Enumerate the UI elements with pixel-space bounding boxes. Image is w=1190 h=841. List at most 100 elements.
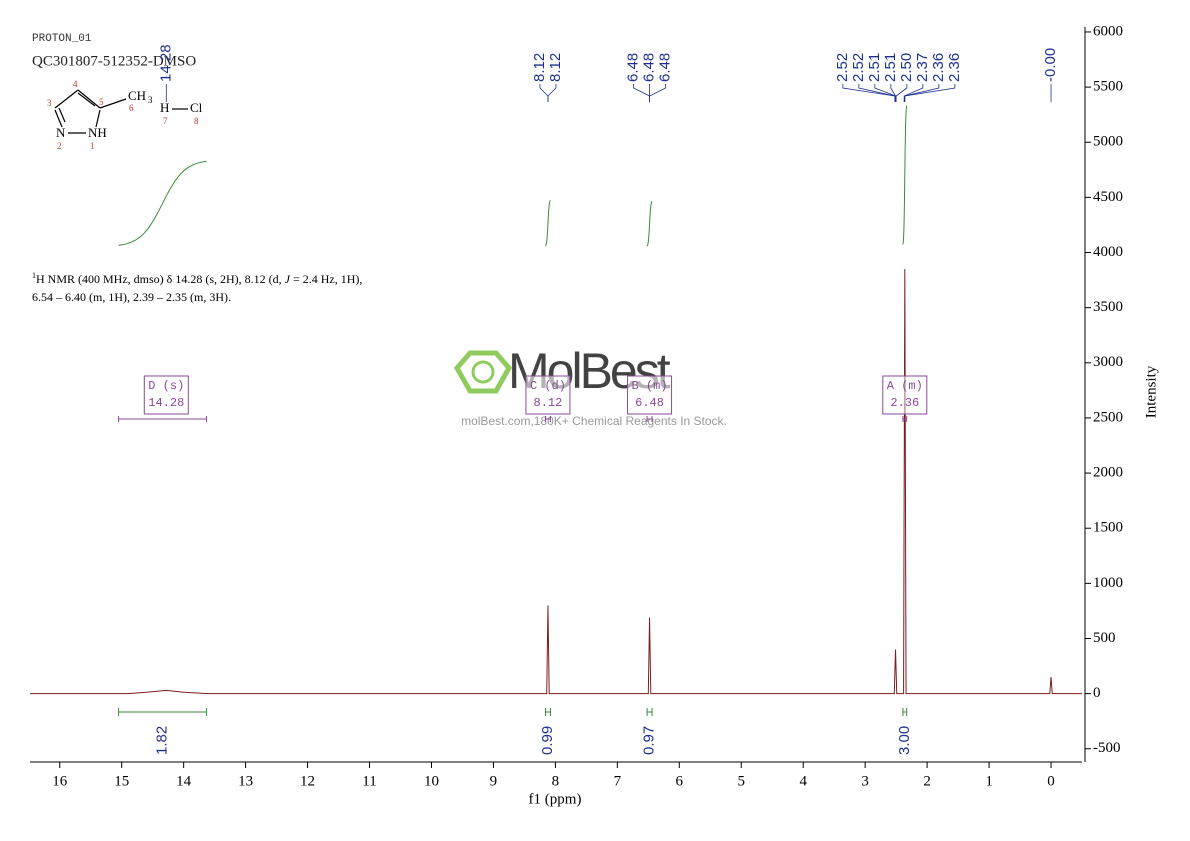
atom-number: 7 (163, 116, 168, 126)
x-tick-label: 5 (737, 773, 745, 789)
description-text: H NMR (400 MHz, dmso) δ 14.28 (s, 2H), 8… (36, 272, 285, 286)
x-tick-label: 6 (676, 773, 684, 789)
peak-label: 2.51 (882, 53, 899, 82)
x-tick-label: 13 (238, 773, 253, 789)
multiplet-shift: 14.28 (148, 396, 184, 410)
y-tick-label: 4000 (1093, 244, 1123, 260)
multiplet-box (882, 375, 928, 415)
atom: H (160, 100, 169, 115)
peak-label: 2.52 (850, 53, 867, 82)
bond (77, 89, 101, 109)
multiplet-box (627, 375, 673, 415)
superscript: 1 (32, 271, 36, 280)
multiplet-range (902, 416, 908, 422)
y-tick-label: 5500 (1093, 79, 1123, 95)
multiplet-shift: 6.48 (635, 396, 664, 410)
peak-connector (890, 84, 896, 102)
logo (471, 360, 495, 384)
integral-curve (545, 200, 551, 247)
y-tick-label: 2500 (1093, 409, 1123, 425)
y-tick-label: -500 (1093, 740, 1121, 756)
x-tick-label: 12 (300, 773, 315, 789)
atom-number: 2 (57, 141, 62, 151)
y-axis-label: Intensity (1143, 365, 1159, 418)
x-tick-label: 1 (985, 773, 993, 789)
peak-connector (547, 84, 557, 102)
atom-number: 4 (73, 79, 78, 89)
peak-label: 2.50 (898, 53, 915, 82)
x-tick-label: 10 (424, 773, 439, 789)
peak-label: 2.36 (930, 53, 947, 82)
nmr-description: 6.54 – 6.40 (m, 1H), 2.39 – 2.35 (m, 3H)… (32, 290, 231, 304)
x-tick-label: 3 (861, 773, 869, 789)
bond (54, 109, 63, 128)
y-tick-label: 3000 (1093, 354, 1123, 370)
y-tick-label: 0 (1093, 685, 1101, 701)
atom: CH (128, 88, 146, 103)
multiplet-box (143, 375, 189, 415)
atom: N (56, 125, 66, 140)
multiplet-name: D (s) (148, 379, 184, 393)
watermark-tagline: molBest.com,180K+ Chemical Reagents In S… (461, 414, 727, 428)
watermark: MolBest molBest.com,180K+ Chemical Reage… (453, 343, 727, 428)
integral-label: 0.99 (539, 726, 556, 755)
peak-connector (903, 84, 924, 102)
peak-label: 6.48 (657, 53, 674, 82)
peak-label: 8.12 (547, 53, 564, 82)
peak-label: -0.00 (1042, 48, 1059, 82)
peak-label: 2.51 (866, 53, 883, 82)
y-tick-label: 1500 (1093, 520, 1123, 536)
peak-connector (895, 84, 908, 102)
atom-number: 3 (47, 98, 52, 108)
x-tick-label: 14 (176, 773, 192, 789)
bond (58, 107, 66, 123)
atom-number: 6 (129, 103, 134, 113)
x-tick-label: 9 (490, 773, 498, 789)
peak-label: 2.52 (834, 53, 851, 82)
peak-connector (649, 84, 666, 102)
x-tick-label: 8 (552, 773, 560, 789)
x-tick-label: 16 (52, 773, 68, 789)
x-tick-label: 15 (114, 773, 129, 789)
peak-label: 6.48 (625, 53, 642, 82)
peak-connector (633, 84, 650, 102)
multiplet-shift: 8.12 (534, 396, 563, 410)
integral-label: 0.97 (641, 726, 658, 755)
multiplet-range (118, 416, 208, 422)
multiplet-name: A (m) (887, 379, 923, 393)
atom-number: 8 (194, 116, 199, 126)
atom-number: 5 (99, 97, 104, 107)
y-tick-label: 6000 (1093, 23, 1123, 39)
multiplet-box (525, 375, 571, 415)
x-tick-label: 7 (614, 773, 622, 789)
bond (77, 92, 96, 107)
spectrum-line (30, 269, 1082, 695)
peak-label: 14.28 (157, 44, 174, 82)
peak-label: 2.37 (914, 53, 931, 82)
peak-connector (904, 84, 956, 102)
integral-range (902, 708, 908, 716)
atom-number: 1 (90, 141, 95, 151)
bond (99, 98, 127, 109)
nmr-description: 1H NMR (400 MHz, dmso) δ 14.28 (s, 2H), … (32, 271, 362, 286)
integral-curve (902, 105, 908, 245)
integral-label: 1.82 (154, 726, 171, 755)
y-tick-label: 4500 (1093, 189, 1123, 205)
multiplet-name: B (m) (632, 379, 668, 393)
atom: NH (88, 125, 107, 140)
peak-label: 6.48 (641, 53, 658, 82)
integral-label: 3.00 (896, 726, 913, 755)
multiplet-range (544, 416, 551, 422)
description-italic: J (285, 272, 291, 286)
integral-curve (646, 201, 653, 247)
peak-connector (539, 84, 549, 102)
peak-label: 8.12 (531, 53, 548, 82)
integral-range (544, 708, 551, 716)
bond (54, 89, 79, 109)
bond (95, 109, 101, 128)
sample-name: QC301807-512352-DMSO (32, 53, 196, 69)
x-axis-label: f1 (ppm) (529, 791, 582, 807)
atom: 3 (148, 95, 153, 105)
structure: N NH CH 3 H Cl 1 2 3 4 5 6 7 8 (47, 79, 203, 151)
